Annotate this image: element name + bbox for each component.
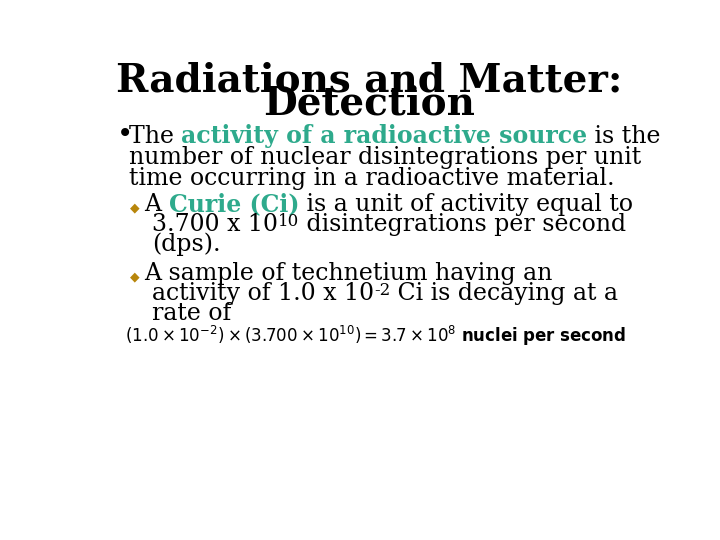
Text: 3.700 x 10: 3.700 x 10 [152,213,278,236]
Text: -2: -2 [374,282,390,299]
Text: $(1.0\times10^{-2})\times(3.700\times10^{10})=3.7\times10^{8}$ $\mathbf{nuclei\ : $(1.0\times10^{-2})\times(3.700\times10^… [125,324,626,348]
Text: (dps).: (dps). [152,233,220,256]
Text: ◆: ◆ [130,201,140,214]
Text: Ci is decaying at a: Ci is decaying at a [390,282,618,306]
Text: ◆: ◆ [130,271,140,284]
Text: disintegrations per second: disintegrations per second [300,213,626,236]
Text: Detection: Detection [263,85,475,123]
Text: Curie (Ci): Curie (Ci) [168,192,300,216]
Text: is a unit of activity equal to: is a unit of activity equal to [300,193,634,216]
Text: rate of: rate of [152,302,231,326]
Text: activity of 1.0 x 10: activity of 1.0 x 10 [152,282,374,306]
Text: A: A [144,193,168,216]
Text: 10: 10 [278,213,300,230]
Text: Radiations and Matter:: Radiations and Matter: [116,62,622,100]
Text: time occurring in a radioactive material.: time occurring in a radioactive material… [129,167,614,190]
Text: The: The [129,125,181,148]
Text: A sample of technetium having an: A sample of technetium having an [144,262,553,286]
Text: is the: is the [588,125,661,148]
Text: number of nuclear disintegrations per unit: number of nuclear disintegrations per un… [129,146,641,169]
Text: •: • [117,123,133,150]
Text: activity of a radioactive source: activity of a radioactive source [181,124,588,148]
